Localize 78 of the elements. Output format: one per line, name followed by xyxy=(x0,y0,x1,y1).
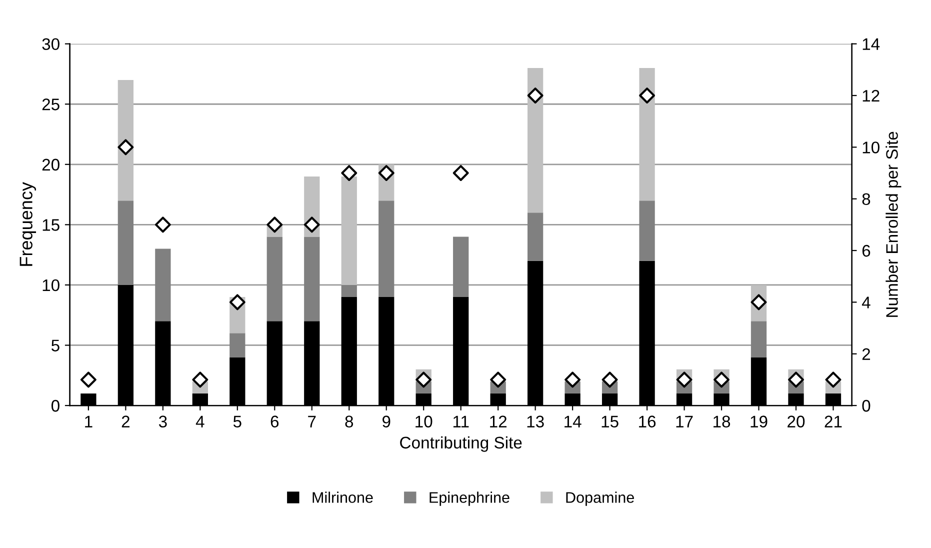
point xyxy=(304,216,320,233)
bar xyxy=(341,176,357,285)
bar xyxy=(118,200,134,285)
x-tick-label: 7 xyxy=(308,416,316,428)
point xyxy=(341,165,358,181)
legend-label: Dopamine xyxy=(566,492,634,506)
y2-tick-label: 14 xyxy=(862,38,880,50)
point xyxy=(378,165,394,181)
bar xyxy=(453,236,469,298)
point xyxy=(676,372,692,388)
x-tick-label: 17 xyxy=(676,416,693,428)
x-tick-label: 15 xyxy=(602,416,618,428)
point xyxy=(788,372,804,388)
y2-tick-label: 4 xyxy=(862,296,870,308)
point xyxy=(266,216,283,233)
point xyxy=(714,372,730,388)
y-axis-title: Frequency xyxy=(20,182,36,266)
y-tick-label: 15 xyxy=(42,219,60,231)
point xyxy=(750,294,767,310)
point xyxy=(602,372,618,388)
point xyxy=(118,139,134,156)
y2-tick-label: 6 xyxy=(862,244,870,257)
point xyxy=(452,165,469,181)
x-tick-label: 13 xyxy=(527,416,544,428)
x-tick-label: 1 xyxy=(85,416,92,428)
x-axis-title: Contributing Site xyxy=(400,436,522,452)
point xyxy=(154,216,171,233)
x-tick-label: 6 xyxy=(270,416,279,428)
bar xyxy=(304,236,320,322)
point xyxy=(564,372,581,388)
x-tick-label: 3 xyxy=(158,416,167,428)
point xyxy=(527,88,544,104)
x-tick-label: 9 xyxy=(382,416,390,428)
x-tick-label: 18 xyxy=(714,416,730,428)
point xyxy=(416,372,432,388)
bar xyxy=(341,284,357,298)
point xyxy=(229,294,246,310)
y-tick-label: 10 xyxy=(42,279,60,292)
x-tick-label: 12 xyxy=(490,416,507,428)
point xyxy=(490,372,506,388)
x-tick-label: 20 xyxy=(788,416,805,428)
legend-label: Epinephrine xyxy=(430,492,510,506)
bar xyxy=(639,68,655,201)
bar xyxy=(378,200,394,298)
x-tick-label: 19 xyxy=(750,416,768,428)
bar xyxy=(266,236,282,322)
bar xyxy=(750,321,767,358)
y-tick-label: 30 xyxy=(42,38,60,50)
point xyxy=(80,372,96,388)
bar xyxy=(155,248,171,322)
x-tick-label: 14 xyxy=(564,416,582,428)
y-tick-label: 25 xyxy=(42,98,60,110)
x-tick-label: 16 xyxy=(639,416,656,428)
bar xyxy=(528,68,544,213)
x-tick-label: 11 xyxy=(453,416,469,428)
y-tick-label: 20 xyxy=(42,158,60,171)
x-tick-label: 10 xyxy=(416,416,432,428)
legend-label: Milrinone xyxy=(312,492,373,503)
y2-tick-label: 12 xyxy=(862,90,880,102)
y2-tick-label: 2 xyxy=(862,348,870,360)
y-tick-label: 5 xyxy=(52,340,60,352)
point xyxy=(825,372,842,388)
x-tick-label: 4 xyxy=(196,416,204,428)
point xyxy=(639,88,656,104)
y-tick-label: 0 xyxy=(51,400,60,412)
bar xyxy=(639,200,655,261)
y2-axis-title: Number Enrolled per Site xyxy=(886,132,902,317)
x-tick-label: 2 xyxy=(122,416,130,428)
y2-tick-label: 8 xyxy=(862,193,870,206)
x-tick-label: 21 xyxy=(824,416,842,428)
x-tick-label: 5 xyxy=(233,416,242,428)
x-tick-label: 8 xyxy=(345,416,354,428)
y2-tick-label: 0 xyxy=(862,400,870,412)
y2-tick-label: 10 xyxy=(862,142,880,154)
bar xyxy=(230,333,246,358)
bar xyxy=(528,212,544,261)
point xyxy=(192,372,208,388)
bar xyxy=(118,80,134,201)
